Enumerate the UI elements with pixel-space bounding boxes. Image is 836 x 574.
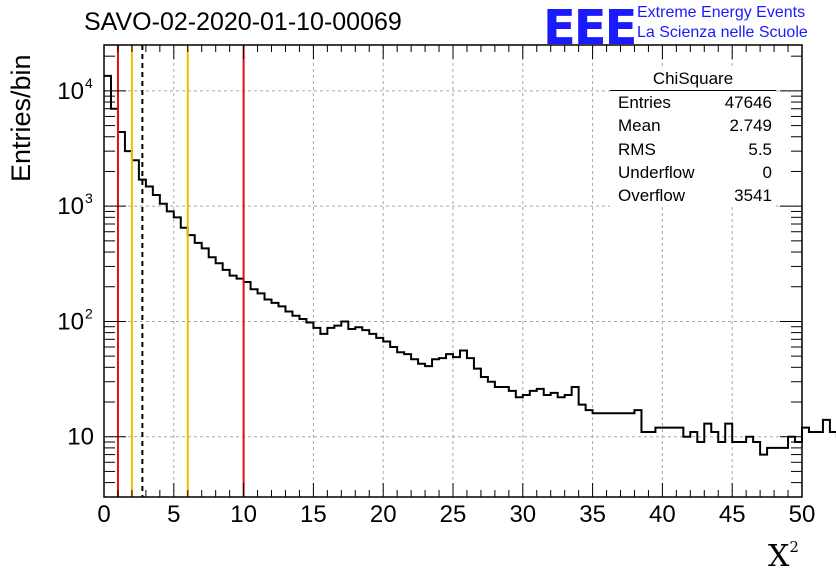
stats-label: RMS <box>618 139 656 159</box>
marker-lines <box>116 45 245 497</box>
stats-value: 3541 <box>734 186 772 206</box>
grid <box>104 45 802 497</box>
stats-row: Entries 47646 <box>610 91 776 114</box>
stats-label: Mean <box>618 116 661 136</box>
x-tick-label: 25 <box>440 501 467 528</box>
y-tick-label: 10 <box>67 424 94 451</box>
y-tick-label-exponent: 4 <box>85 75 93 91</box>
y-tick-label: 10 <box>57 193 84 220</box>
chart-title: SAVO-02-2020-01-10-00069 <box>84 8 402 36</box>
x-axis-label-exp: 2 <box>789 538 799 556</box>
stats-label: Underflow <box>618 162 695 182</box>
axis-ticks <box>103 45 803 498</box>
stats-value: 5.5 <box>748 139 772 159</box>
x-tick-label: 15 <box>300 501 327 528</box>
x-tick-label: 50 <box>789 501 816 528</box>
stats-row: Overflow 3541 <box>610 184 776 207</box>
stats-value: 2.749 <box>729 116 772 136</box>
stats-label: Entries <box>618 93 671 112</box>
x-tick-label: 35 <box>579 501 606 528</box>
y-tick-label: 10 <box>57 308 84 335</box>
x-tick-label: 5 <box>167 501 180 528</box>
stats-row: RMS 5.5 <box>610 138 776 161</box>
x-tick-label: 40 <box>649 501 676 528</box>
logo-subtitle-1: Extreme Energy Events <box>637 4 806 21</box>
x-tick-label: 0 <box>97 501 110 528</box>
stats-box: ChiSquare Entries 47646 Mean 2.749 RMS 5.5 … <box>610 68 776 208</box>
x-axis-label: X2 <box>768 538 799 574</box>
logo-subtitle-2: La Scienza nelle Scuole <box>637 24 808 41</box>
y-tick-label: 10 <box>57 78 84 105</box>
stats-title: ChiSquare <box>610 68 776 91</box>
x-tick-label: 10 <box>230 501 257 528</box>
stats-value: 47646 <box>724 93 772 112</box>
stats-value: 0 <box>762 162 772 182</box>
y-tick-label-exponent: 2 <box>85 305 93 321</box>
x-tick-label: 30 <box>509 501 536 528</box>
x-axis-label-base: X <box>768 539 790 574</box>
stats-row: Mean 2.749 <box>610 114 776 137</box>
x-tick-label: 45 <box>719 501 746 528</box>
stats-label: Overflow <box>618 186 686 206</box>
histogram-series <box>104 74 836 456</box>
y-axis-label: Entries/bin <box>6 54 36 182</box>
x-tick-label: 20 <box>370 501 397 528</box>
stats-row: Underflow 0 <box>610 161 776 184</box>
y-tick-label-exponent: 3 <box>85 190 93 206</box>
eee-logo: EEE <box>543 0 637 56</box>
